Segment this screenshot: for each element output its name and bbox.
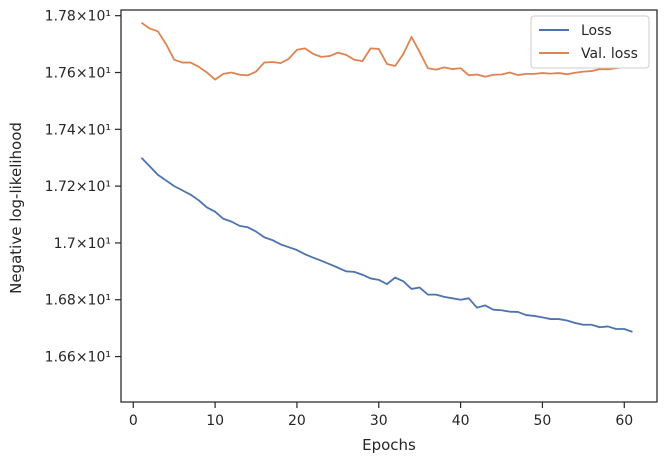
x-tick-label: 20 [288,413,306,429]
legend: Loss Val. loss [530,15,650,69]
x-tick-label: 10 [206,413,224,429]
y-tick-label: 1.66×10¹ [45,350,111,366]
plot-frame [120,9,658,403]
legend-label-loss: Loss [581,23,612,39]
x-tick-label: 0 [129,413,138,429]
y-axis-ticks: 1.66×10¹ 1.68×10¹ 1.7×10¹ 1.72×10¹ 1.74×10¹ 1… [45,9,121,366]
legend-label-val-loss: Val. loss [581,46,638,62]
series-line-loss [140,157,633,333]
x-tick-label: 40 [452,413,470,429]
y-tick-label: 1.76×10¹ [45,65,111,81]
y-tick-label: 1.7×10¹ [54,236,111,252]
y-tick-label: 1.68×10¹ [45,293,111,309]
y-axis-label: Negative log-likelihood [7,122,25,294]
x-tick-label: 60 [615,413,633,429]
x-tick-label: 30 [370,413,388,429]
x-tick-label: 50 [534,413,552,429]
y-tick-label: 1.78×10¹ [45,9,111,25]
x-axis-label: Epochs [362,436,416,454]
x-axis-ticks: 0 10 20 30 40 50 60 [129,402,633,429]
series-line-val-loss [140,22,633,81]
y-tick-label: 1.74×10¹ [45,122,111,138]
series-layer [140,22,633,333]
y-tick-label: 1.72×10¹ [45,179,111,195]
